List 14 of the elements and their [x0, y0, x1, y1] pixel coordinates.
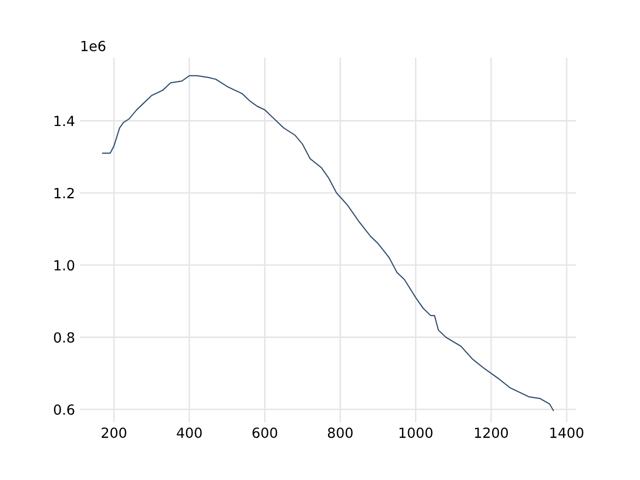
y-tick-label: 1.4: [54, 116, 74, 126]
x-tick-label: 200: [102, 428, 126, 438]
x-tick-label: 1400: [550, 428, 584, 438]
text: 1e6: [82, 40, 106, 52]
x-tick-label: 1000: [400, 428, 432, 438]
x-tick-label: 800: [328, 428, 353, 438]
x-tick-label: 400: [176, 428, 202, 438]
x-tick-label: 1200: [474, 428, 508, 438]
y-tick-label: 0.8: [54, 332, 74, 343]
y-tick-label: 0.6: [54, 404, 74, 415]
y-tick-label: 1.0: [54, 260, 74, 271]
x-tick-label: 600: [252, 428, 278, 438]
y-tick-label: 1.2: [54, 188, 74, 198]
line-series: [102, 75, 554, 412]
